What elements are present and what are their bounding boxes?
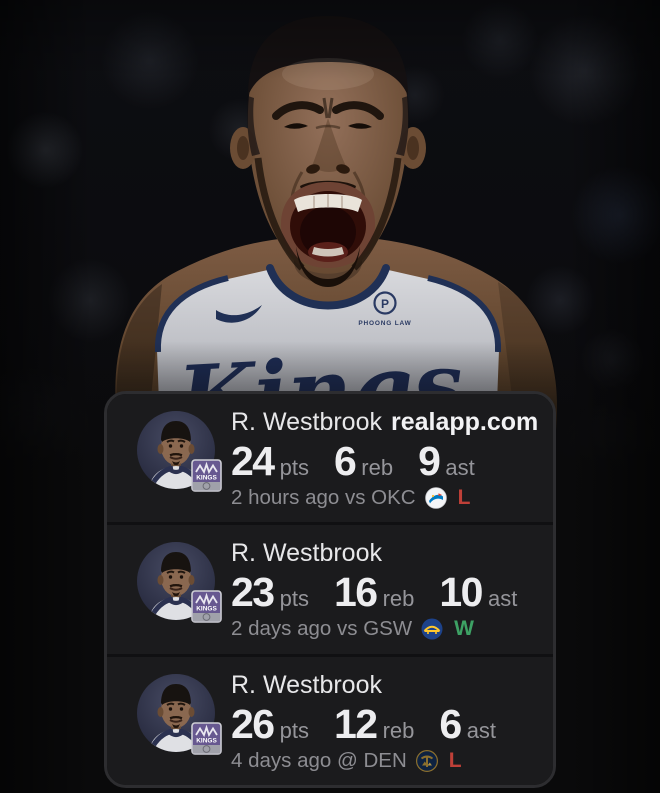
stats-row: 26 pts 12 reb 6 ast — [231, 700, 539, 747]
card-info: R. Westbrook 23 pts 16 reb 10 ast 2 days… — [231, 535, 539, 641]
game-meta: 2 days ago vs GSW — [231, 617, 413, 641]
stat-card-den[interactable]: KINGS R. Westbrook 26 pts 12 reb 6 ast — [107, 653, 553, 785]
assists-label: ast — [466, 717, 497, 743]
points-label: pts — [279, 455, 309, 480]
result-letter: W — [454, 617, 474, 641]
assists-label: ast — [445, 455, 475, 480]
brand-watermark: realapp.com — [390, 408, 539, 436]
stats-row: 24 pts 6 reb 9 ast — [231, 438, 539, 484]
stat-card-okc[interactable]: KINGS R. Westbrook realapp.com 24 pts 6 r… — [107, 394, 553, 523]
game-meta: 2 hours ago vs OKC — [231, 486, 416, 510]
kings-badge-icon: KINGS — [191, 721, 222, 755]
points-label: pts — [279, 717, 309, 743]
rebounds-label: reb — [361, 455, 394, 480]
kings-badge-icon: KINGS — [191, 459, 222, 492]
stats-row: 23 pts 16 reb 10 ast — [231, 571, 539, 614]
assists-value: 9 — [418, 438, 441, 484]
stat-card-gsw[interactable]: KINGS R. Westbrook 23 pts 16 reb 10 ast — [107, 522, 553, 654]
player-avatar: KINGS — [137, 411, 222, 492]
player-avatar: KINGS — [137, 542, 222, 624]
okc-thunder-logo-icon — [424, 487, 447, 509]
rebounds-label: reb — [382, 717, 415, 743]
rebounds-label: reb — [382, 586, 415, 612]
rebounds-value: 12 — [333, 700, 378, 747]
rebounds-value: 16 — [333, 569, 378, 616]
avatar-photo — [137, 411, 215, 489]
player-name: R. Westbrook — [231, 408, 382, 436]
avatar-photo — [137, 673, 215, 752]
points-value: 23 — [231, 569, 275, 616]
points-label: pts — [279, 586, 309, 612]
den-nuggets-logo-icon — [415, 749, 438, 772]
points-value: 26 — [231, 700, 275, 747]
svg-text:KINGS: KINGS — [196, 606, 217, 613]
gsw-warriors-logo-icon — [421, 618, 443, 640]
svg-text:P: P — [381, 297, 389, 311]
svg-text:PHOONG LAW: PHOONG LAW — [358, 320, 411, 327]
meta-row: 4 days ago @ DEN L — [231, 749, 539, 773]
player-name: R. Westbrook — [231, 539, 382, 568]
avatar-photo — [137, 542, 215, 621]
card-info: R. Westbrook realapp.com 24 pts 6 reb 9 a… — [231, 404, 539, 510]
meta-row: 2 hours ago vs OKC L — [231, 486, 539, 510]
game-meta: 4 days ago @ DEN — [231, 748, 407, 772]
meta-row: 2 days ago vs GSW W — [231, 617, 539, 641]
assists-label: ast — [487, 586, 518, 612]
result-letter: L — [448, 748, 462, 772]
svg-text:KINGS: KINGS — [196, 475, 217, 482]
points-value: 24 — [231, 438, 275, 484]
kings-badge-icon: KINGS — [191, 590, 222, 624]
rebounds-value: 6 — [333, 438, 357, 484]
result-letter: L — [457, 486, 471, 510]
assists-value: 6 — [439, 700, 462, 747]
player-name: R. Westbrook — [231, 670, 382, 699]
card-info: R. Westbrook 26 pts 12 reb 6 ast 4 days … — [231, 667, 539, 773]
assists-value: 10 — [439, 569, 483, 616]
svg-text:KINGS: KINGS — [196, 737, 217, 744]
player-avatar: KINGS — [137, 673, 222, 755]
player-photo: P PHOONG LAW Kings — [115, 16, 558, 430]
stats-widget-panel: KINGS R. Westbrook realapp.com 24 pts 6 r… — [104, 391, 556, 788]
